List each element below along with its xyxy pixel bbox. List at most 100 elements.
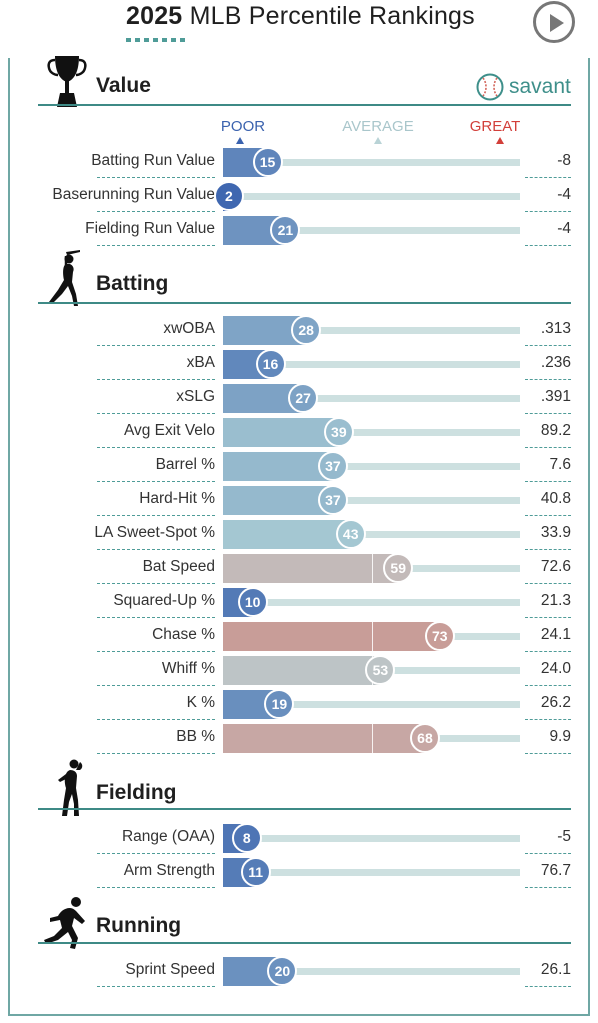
- row-divider-left: [97, 651, 215, 652]
- row-divider-left: [97, 753, 215, 754]
- row-divider-right: [525, 986, 571, 987]
- play-icon: [550, 14, 564, 32]
- percentile-badge-whiff[interactable]: 53: [365, 655, 396, 685]
- row-divider-right: [525, 345, 571, 346]
- percentile-track-la-sweet-spot: [223, 531, 520, 538]
- row-divider-right: [525, 413, 571, 414]
- row-divider-right: [525, 617, 571, 618]
- percentile-track-baserunning-run-value: [223, 193, 520, 200]
- fielder-icon: [58, 759, 83, 816]
- metric-value-avg-exit-velo: 89.2: [540, 422, 571, 439]
- panel-border-left: [8, 58, 10, 1016]
- percentile-badge-avg-exit-velo[interactable]: 39: [323, 417, 354, 447]
- row-divider-left: [97, 887, 215, 888]
- percentile-track-k: [223, 701, 520, 708]
- percentile-badge-xwoba[interactable]: 28: [291, 315, 322, 345]
- play-button[interactable]: [533, 1, 575, 43]
- percentile-bar-avg-exit-velo: [223, 418, 339, 447]
- section-line-value: [38, 104, 571, 106]
- metric-value-whiff: 24.0: [540, 660, 571, 677]
- metric-label-arm-strength: Arm Strength: [123, 862, 215, 879]
- row-divider-left: [97, 211, 215, 212]
- metric-value-baserunning-run-value: -4: [557, 186, 571, 203]
- metric-value-range-oaa: -5: [557, 828, 571, 845]
- trophy-icon: [47, 56, 87, 107]
- row-divider-right: [525, 753, 571, 754]
- row-divider-right: [525, 549, 571, 550]
- section-title-batting: Batting: [96, 272, 169, 295]
- percentile-badge-hard-hit[interactable]: 37: [317, 485, 348, 515]
- percentile-track-range-oaa: [223, 835, 520, 842]
- batter-icon: [49, 250, 80, 306]
- percentile-badge-arm-strength[interactable]: 11: [240, 857, 271, 887]
- average-marker: [371, 724, 373, 753]
- row-divider-right: [525, 515, 571, 516]
- percentile-badge-xslg[interactable]: 27: [288, 383, 319, 413]
- row-divider-left: [97, 379, 215, 380]
- metric-label-avg-exit-velo: Avg Exit Velo: [123, 422, 215, 439]
- percentile-track-sprint-speed: [223, 968, 520, 975]
- row-divider-left: [97, 685, 215, 686]
- metric-label-barrel: Barrel %: [155, 456, 215, 473]
- percentile-badge-barrel[interactable]: 37: [317, 451, 348, 481]
- percentile-badge-la-sweet-spot[interactable]: 43: [335, 519, 366, 549]
- percentile-badge-range-oaa[interactable]: 8: [231, 823, 262, 853]
- section-line-batting: [38, 302, 571, 304]
- percentile-badge-chase[interactable]: 73: [424, 621, 455, 651]
- metric-value-batting-run-value: -8: [557, 152, 571, 169]
- metric-value-chase: 24.1: [540, 626, 571, 643]
- percentile-badge-k[interactable]: 19: [264, 689, 295, 719]
- metric-label-k: K %: [186, 694, 215, 711]
- scale-average-arrow: [374, 137, 382, 144]
- percentile-badge-bat-speed[interactable]: 59: [383, 553, 414, 583]
- row-divider-left: [97, 719, 215, 720]
- metric-value-xslg: .391: [540, 388, 571, 405]
- percentile-badge-fielding-run-value[interactable]: 21: [270, 215, 301, 245]
- percentile-badge-sprint-speed[interactable]: 20: [267, 956, 298, 986]
- baseball-icon: [476, 73, 504, 101]
- scale-great-arrow: [496, 137, 504, 144]
- percentile-bar-barrel: [223, 452, 333, 481]
- row-divider-right: [525, 853, 571, 854]
- percentile-badge-batting-run-value[interactable]: 15: [252, 147, 283, 177]
- percentile-track-xba: [223, 361, 520, 368]
- metric-value-bb: 9.9: [549, 728, 571, 745]
- row-divider-right: [525, 719, 571, 720]
- panel-border-bottom: [8, 1014, 590, 1016]
- percentile-badge-squared-up[interactable]: 10: [237, 587, 268, 617]
- metric-label-bat-speed: Bat Speed: [142, 558, 215, 575]
- percentile-bar-bat-speed: [223, 554, 399, 583]
- scale-great-label: GREAT: [469, 118, 521, 135]
- metric-value-xwoba: .313: [540, 320, 571, 337]
- percentile-bar-whiff: [223, 656, 381, 685]
- metric-label-squared-up: Squared-Up %: [113, 592, 215, 609]
- metric-value-hard-hit: 40.8: [540, 490, 571, 507]
- average-marker: [371, 622, 373, 651]
- scale-poor-arrow: [236, 137, 244, 144]
- row-divider-left: [97, 853, 215, 854]
- percentile-bar-hard-hit: [223, 486, 333, 515]
- percentile-bar-chase: [223, 622, 440, 651]
- percentile-badge-xba[interactable]: 16: [255, 349, 286, 379]
- title-text: MLB Percentile Rankings: [182, 2, 475, 30]
- row-divider-left: [97, 245, 215, 246]
- row-divider-left: [97, 583, 215, 584]
- percentile-track-xslg: [223, 395, 520, 402]
- percentile-badge-baserunning-run-value[interactable]: 2: [213, 181, 244, 211]
- row-divider-left: [97, 345, 215, 346]
- section-title-value: Value: [96, 74, 151, 97]
- metric-value-squared-up: 21.3: [540, 592, 571, 609]
- metric-label-baserunning-run-value: Baserunning Run Value: [52, 186, 215, 203]
- panel-border-right: [588, 58, 590, 1016]
- metric-value-arm-strength: 76.7: [540, 862, 571, 879]
- row-divider-right: [525, 245, 571, 246]
- section-line-fielding: [38, 808, 571, 810]
- row-divider-left: [97, 617, 215, 618]
- row-divider-right: [525, 177, 571, 178]
- metric-value-barrel: 7.6: [549, 456, 571, 473]
- row-divider-right: [525, 685, 571, 686]
- title-underline: [126, 38, 188, 42]
- percentile-badge-bb[interactable]: 68: [409, 723, 440, 753]
- savant-logo: savant: [475, 72, 571, 102]
- percentile-bar-bb: [223, 724, 425, 753]
